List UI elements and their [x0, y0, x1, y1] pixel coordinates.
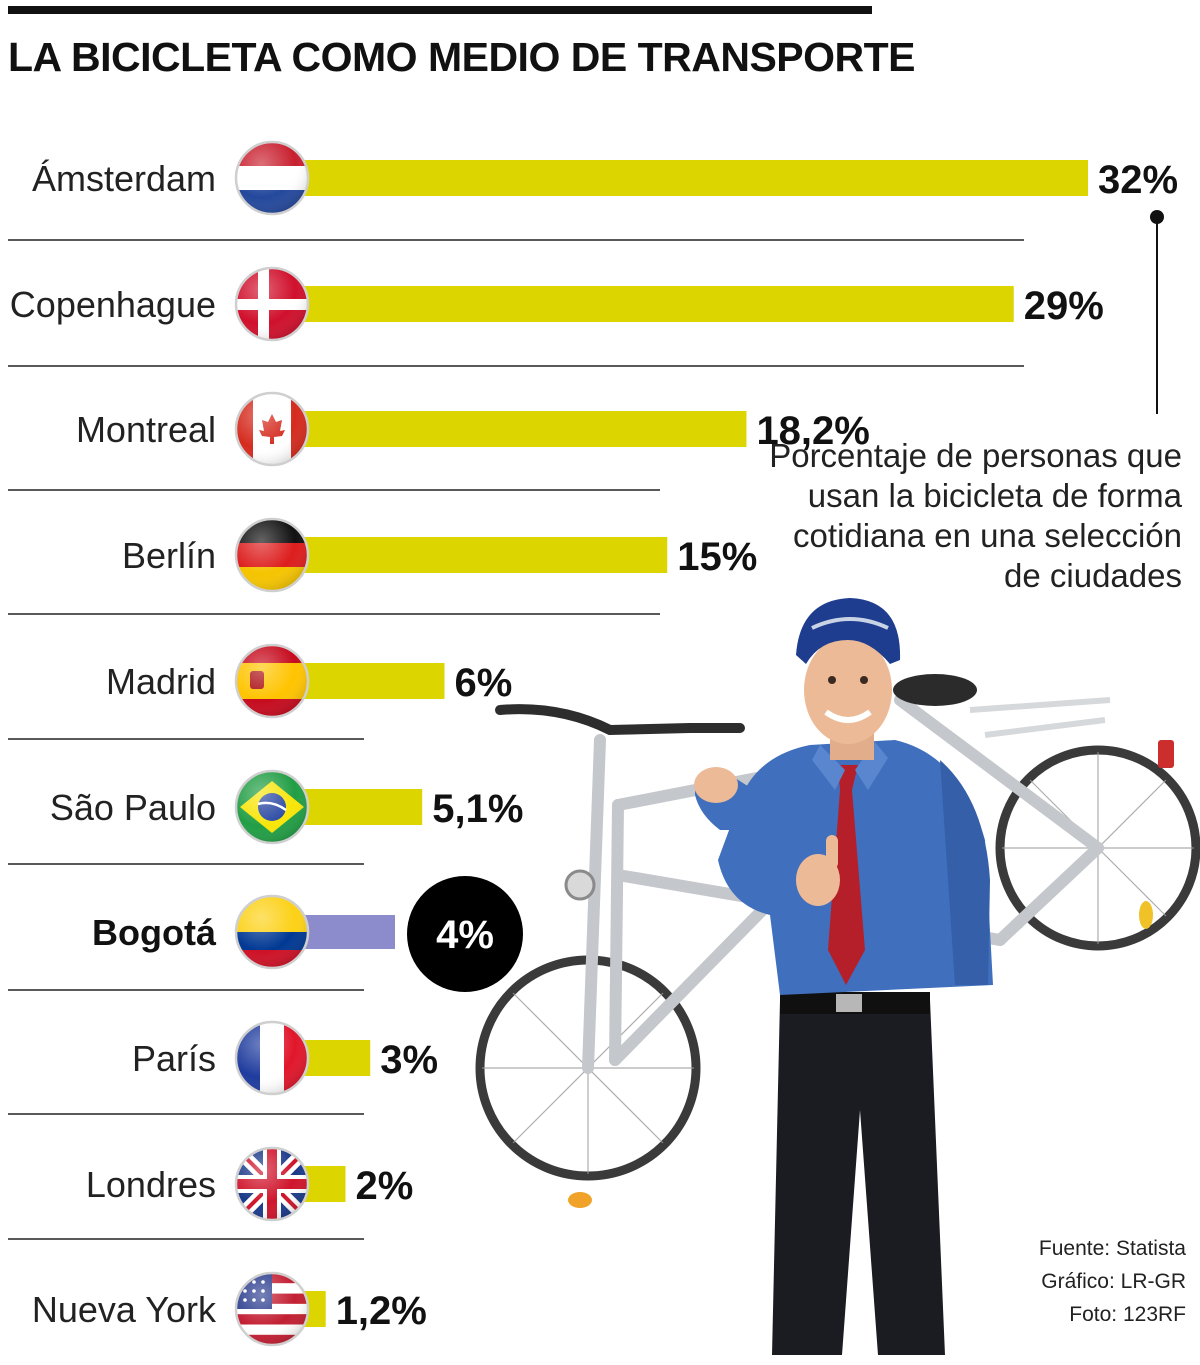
category-label: Berlín — [122, 535, 216, 576]
chart-row: París 3% — [132, 1020, 438, 1096]
bar — [296, 789, 423, 825]
category-label: París — [132, 1038, 216, 1079]
bar — [296, 663, 445, 699]
value-label: 32% — [1098, 158, 1178, 202]
category-label: Londres — [86, 1164, 216, 1205]
chart-annotation: Porcentaje de personas que usan la bicic… — [769, 437, 1182, 594]
colombia-flag — [234, 894, 310, 970]
chart-row: Copenhague 29% — [10, 266, 1104, 342]
value-label: 2% — [356, 1164, 414, 1208]
category-label: Ámsterdam — [32, 158, 216, 199]
chart-row: Berlín 15% — [122, 517, 757, 593]
canada-flag — [234, 391, 310, 467]
category-label: Montreal — [76, 409, 216, 450]
chart-row: São Paulo 5,1% — [50, 769, 523, 845]
value-label: 6% — [455, 661, 513, 705]
value-label: 4% — [436, 913, 494, 957]
chart-title: LA BICICLETA COMO MEDIO DE TRANSPORTE — [8, 34, 916, 80]
uk-flag — [234, 1146, 310, 1222]
value-label: 5,1% — [432, 787, 523, 831]
top-rule — [8, 6, 872, 14]
category-label: Madrid — [106, 661, 216, 702]
usa-flag — [234, 1271, 310, 1347]
annotation-leader — [1150, 210, 1164, 414]
spain-flag — [234, 643, 310, 719]
chart-row: Nueva York 1,2% — [32, 1271, 427, 1347]
row-separators — [8, 239, 1024, 1240]
bar — [296, 537, 668, 573]
bars-group: Ámsterdam 32% Copenhague 29% Montreal 18,2% Be… — [10, 140, 1178, 1347]
france-flag — [234, 1020, 310, 1096]
photo-credit: Foto: 123RF — [1069, 1303, 1186, 1326]
cyclist-illustration — [475, 598, 1200, 1355]
chart-row: Bogotá 4% — [92, 876, 523, 992]
category-label: Nueva York — [32, 1289, 217, 1330]
value-label: 15% — [677, 535, 757, 579]
category-label: Copenhague — [10, 284, 216, 325]
brazil-flag — [234, 769, 310, 845]
value-label: 1,2% — [336, 1289, 427, 1333]
graphic-credit: Gráfico: LR-GR — [1041, 1270, 1186, 1293]
bar — [296, 160, 1088, 196]
bar — [296, 915, 395, 949]
credits: Fuente: Statista Gráfico: LR-GR Foto: 12… — [1039, 1232, 1186, 1331]
chart-row: Montreal 18,2% — [76, 391, 870, 467]
highlight-circle — [407, 876, 523, 992]
value-label: 3% — [380, 1038, 438, 1082]
bar — [296, 411, 747, 447]
netherlands-flag — [234, 140, 310, 216]
category-label: São Paulo — [50, 787, 216, 828]
chart-row: Londres 2% — [86, 1146, 414, 1222]
value-label: 29% — [1024, 284, 1104, 328]
bar — [296, 286, 1014, 322]
source-credit: Fuente: Statista — [1038, 1237, 1186, 1260]
category-label: Bogotá — [92, 912, 217, 953]
value-label: 18,2% — [756, 409, 869, 453]
denmark-flag — [234, 266, 310, 342]
chart-row: Ámsterdam 32% — [32, 140, 1178, 216]
germany-flag — [234, 517, 310, 593]
chart-row: Madrid 6% — [106, 643, 513, 719]
